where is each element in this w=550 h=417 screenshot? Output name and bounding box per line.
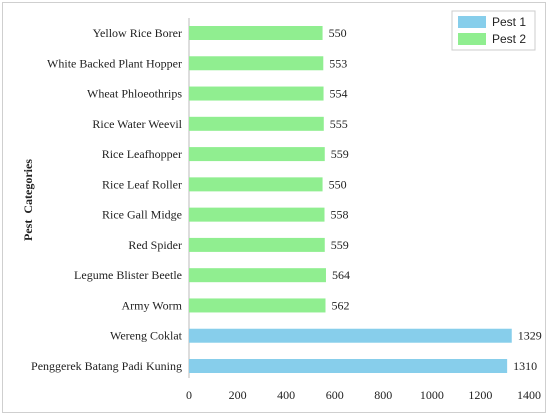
value-label: 1329	[518, 329, 542, 343]
category-label: Rice Leaf Roller	[102, 177, 182, 191]
category-label: Red Spider	[128, 238, 182, 252]
value-label: 559	[331, 238, 349, 252]
category-label: Legume Blister Beetle	[74, 268, 182, 282]
legend-swatch-pest-1	[458, 16, 486, 28]
bar-rice-water-weevil	[189, 116, 324, 131]
category-label: White Backed Plant Hopper	[47, 56, 182, 70]
value-label: 564	[332, 268, 350, 282]
legend-swatch-pest-2	[458, 33, 486, 45]
bar-rice-leaf-roller	[189, 177, 323, 192]
x-tick-label: 200	[229, 388, 247, 402]
x-tick-label: 1200	[468, 388, 492, 402]
x-tick-label: 400	[277, 388, 295, 402]
bar-white-backed-plant-hopper	[189, 56, 324, 71]
bar-red-spider	[189, 237, 325, 252]
value-label: 553	[329, 56, 347, 70]
bar-legume-blister-beetle	[189, 268, 326, 283]
bar-rice-gall-midge	[189, 207, 325, 222]
x-tick-label: 1000	[420, 388, 444, 402]
category-label: Wereng Coklat	[110, 329, 183, 343]
legend-label: Pest 1	[492, 15, 526, 29]
bar-army-worm	[189, 298, 326, 313]
value-label: 550	[329, 177, 347, 191]
value-label: 558	[331, 208, 349, 222]
value-label: 559	[331, 147, 349, 161]
x-tick-label: 800	[374, 388, 392, 402]
x-tick-label: 0	[186, 388, 192, 402]
x-tick-label: 600	[326, 388, 344, 402]
value-label: 550	[329, 26, 347, 40]
bar-yellow-rice-borer	[189, 26, 323, 40]
legend-label: Pest 2	[492, 32, 526, 46]
category-label: Army Worm	[122, 298, 183, 312]
value-label: 555	[330, 117, 348, 131]
category-label: Wheat Phloeothrips	[87, 87, 182, 101]
category-label: Rice Leafhopper	[102, 147, 182, 161]
y-axis-title: Pest Categories	[21, 159, 35, 241]
bar-rice-leafhopper	[189, 147, 325, 162]
category-label: Penggerek Batang Padi Kuning	[31, 359, 182, 373]
bar-penggerek-batang-padi-kuning	[189, 359, 508, 373]
value-label: 1310	[513, 359, 537, 373]
x-tick-label: 1400	[517, 388, 541, 402]
chart-frame	[2, 2, 546, 413]
bar-wereng-coklat	[189, 328, 512, 343]
category-label: Rice Gall Midge	[102, 208, 182, 222]
value-label: 554	[330, 87, 348, 101]
category-label: Rice Water Weevil	[92, 117, 182, 131]
category-label: Yellow Rice Borer	[93, 26, 182, 40]
bar-wheat-phloeothrips	[189, 86, 324, 101]
value-label: 562	[331, 298, 349, 312]
